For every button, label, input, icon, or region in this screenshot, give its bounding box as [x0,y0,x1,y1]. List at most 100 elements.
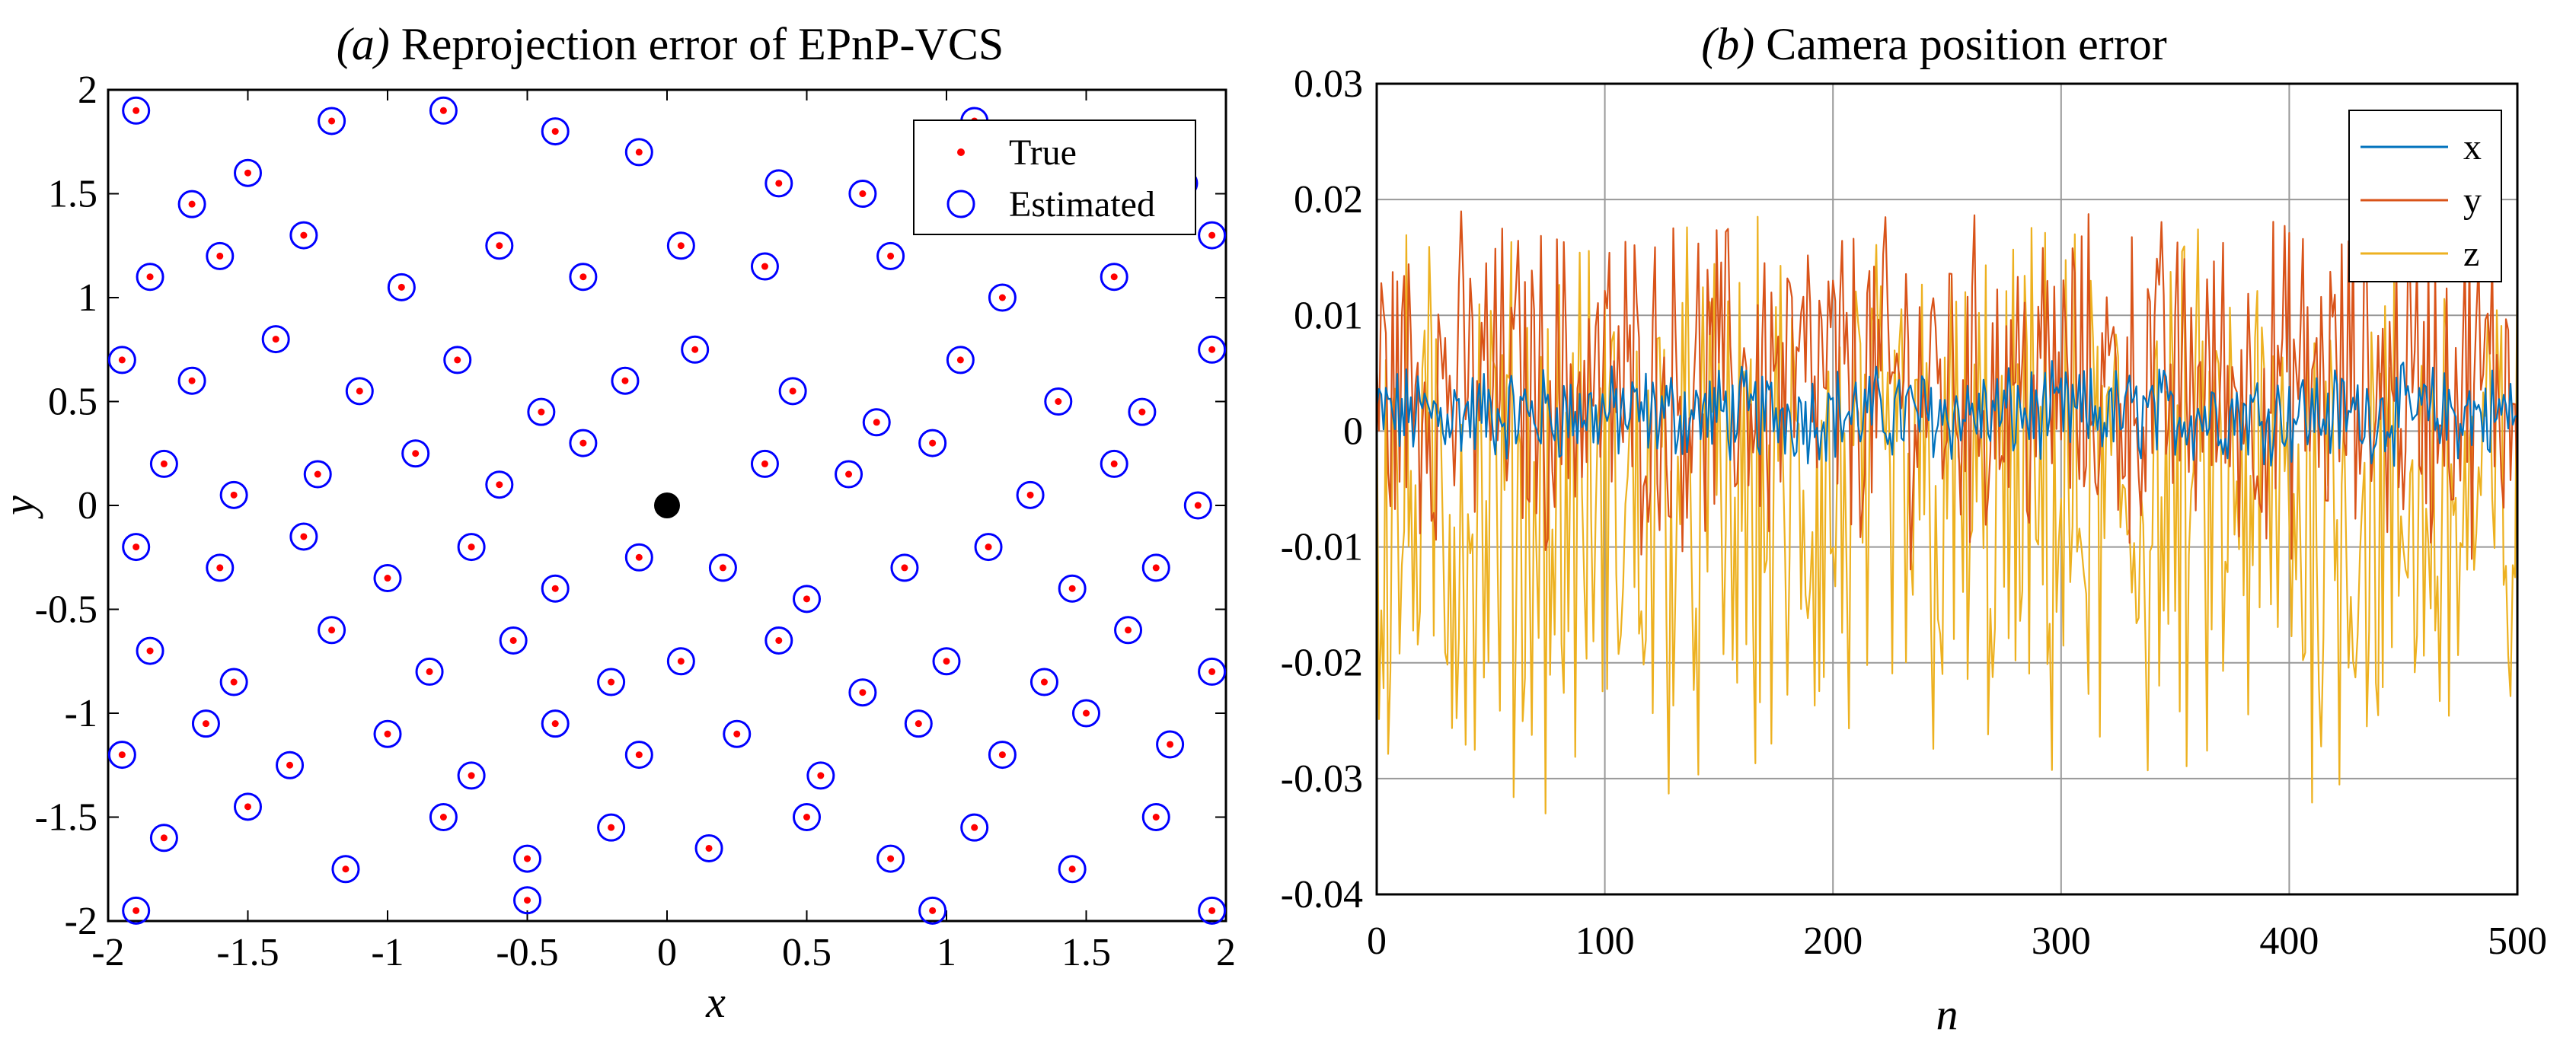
estimated-point [778,377,807,406]
line-y-tick-label: -0.03 [1281,757,1363,801]
estimated-point [289,221,318,250]
true-point [300,231,308,239]
estimated-point [1058,855,1087,884]
estimated-point [387,272,416,301]
estimated-point [499,626,528,655]
estimated-point [1128,397,1157,426]
estimated-point [331,855,360,884]
true-point [524,897,531,904]
scatter-x-tick-label: 0 [657,931,677,974]
true-point [579,439,587,447]
scatter-center-point [654,492,680,518]
legend-estimated-label: Estimated [1009,184,1155,225]
true-point [677,242,685,250]
estimated-point [485,231,514,260]
true-point [1167,741,1174,748]
true-point [454,356,461,364]
true-point [859,190,867,197]
true-point [901,564,908,572]
estimated-point [1198,221,1227,250]
scatter-title: (a) Reprojection error of EPnP-VCS [337,19,1004,69]
true-point [118,751,126,759]
estimated-point [1183,491,1212,520]
estimated-point [806,761,835,790]
true-point [230,678,238,686]
line-ticks: 0 100 200 300 400 500 -0.04 -0.03 -0.02 -0.01 0 0.0… [1281,62,2547,963]
estimated-point [513,844,541,873]
estimated-point [401,439,430,468]
estimated-point [234,158,262,187]
true-point [1083,709,1090,717]
legend-true-marker [957,148,965,156]
true-point [705,844,713,852]
legend-estimated-marker [946,190,975,218]
estimated-point [681,335,710,364]
line-y-tick-label: -0.02 [1281,642,1363,685]
estimated-point [723,719,752,748]
true-point [468,772,475,779]
line-title: (b) Camera position error [1701,19,2166,69]
estimated-point [122,896,151,925]
true-point [608,824,615,831]
true-point [677,658,685,665]
estimated-point [750,449,779,478]
true-point [216,564,224,572]
true-point [188,377,196,384]
true-point [943,658,950,665]
estimated-point [1100,263,1128,292]
estimated-point [918,429,947,457]
estimated-point [541,117,570,146]
true-point [496,481,503,489]
true-point [608,678,615,686]
estimated-point [765,169,793,198]
legend-z-label: z [2463,234,2479,274]
true-point [146,273,154,281]
line-y-tick-label: 0.03 [1294,62,1363,106]
series-z-line [1375,215,2519,814]
true-point [202,720,209,728]
estimated-point [666,231,695,260]
estimated-point [1141,803,1170,831]
true-point [328,117,336,125]
true-point [761,263,768,270]
true-point [538,408,545,416]
estimated-point [597,813,626,842]
true-point [845,470,853,478]
true-point [1125,626,1132,634]
estimated-point [1198,335,1227,364]
scatter-x-tick-label: 1 [937,931,956,974]
line-y-tick-label: 0.01 [1294,294,1363,337]
true-point [397,283,405,291]
true-point [1055,398,1062,405]
scatter-y-tick-label: 1.5 [48,173,97,216]
estimated-point [694,833,723,862]
line-x-tick-label: 500 [2488,919,2547,963]
scatter-y-tick-label: -2 [65,900,97,943]
true-point [1208,346,1216,353]
estimated-point [1029,668,1058,696]
true-point [635,148,643,156]
true-point [132,543,140,551]
true-point [1152,814,1160,821]
estimated-point [569,429,598,457]
true-point [551,128,559,135]
estimated-point [136,636,164,665]
estimated-point [624,741,653,770]
estimated-point [206,553,235,582]
true-point [803,595,810,603]
true-point [384,575,391,582]
estimated-point [457,761,486,790]
true-point [272,336,279,343]
estimated-point [876,844,905,873]
true-point [1110,273,1118,281]
true-point [118,356,126,364]
estimated-point [261,325,290,354]
scatter-y-axis-label: y [0,496,43,519]
line-y-tick-label: -0.01 [1281,526,1363,569]
estimated-point [485,470,514,499]
estimated-point [988,283,1017,312]
line-x-axis-label: n [1936,990,1958,1039]
estimated-point [1198,896,1227,925]
line-x-tick-label: 200 [1803,919,1863,963]
legend-x-label: x [2463,127,2482,167]
